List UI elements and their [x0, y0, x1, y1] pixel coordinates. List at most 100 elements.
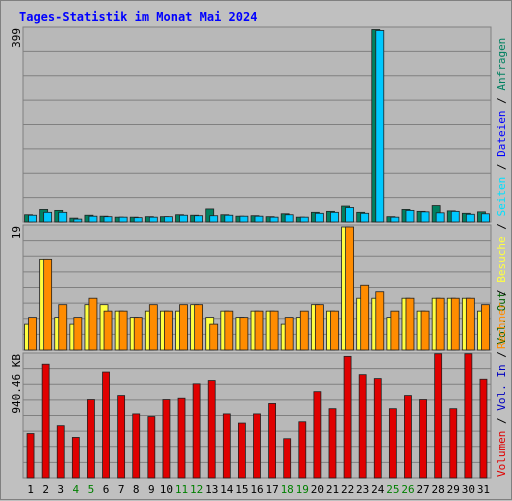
- x-tick-label: 11: [175, 483, 188, 496]
- bar-rechner-1: [28, 317, 37, 351]
- x-axis: 1 2 3 4 5 6 7 8 9 10 11 12 13 14 15 16 17 18 19 20 21 22 23 24 2…: [27, 483, 490, 496]
- bar-volumen-31: [479, 378, 488, 479]
- x-tick-label: 28: [432, 483, 445, 496]
- bar-dateien-10: [164, 216, 173, 223]
- bar-rechner-30: [465, 297, 475, 351]
- bar-rechner-23: [360, 284, 370, 351]
- bar-rechner-7: [118, 310, 128, 351]
- bar-dateien-15: [239, 215, 249, 223]
- bar-dateien-23: [360, 212, 370, 223]
- x-tick-label: 31: [477, 483, 490, 496]
- x-tick-label: 15: [235, 483, 248, 496]
- bar-rechner-22: [345, 226, 354, 351]
- bar-volumen-15: [238, 422, 246, 479]
- bar-rechner-8: [133, 317, 143, 351]
- bar-dateien-21: [330, 211, 339, 223]
- bar-rechner-17: [269, 310, 279, 351]
- bar-rechner-6: [103, 310, 113, 351]
- bar-rechner-11: [179, 304, 188, 351]
- y-max-label: 399: [10, 28, 23, 48]
- bar-volumen-29: [449, 408, 458, 479]
- bar-volumen-25: [388, 408, 397, 479]
- bar-dateien-9: [148, 216, 158, 223]
- bar-volumen-23: [358, 374, 367, 479]
- bar-rechner-12: [194, 304, 204, 351]
- legend-entry: Volumen: [495, 431, 508, 477]
- x-tick-label: 27: [416, 483, 429, 496]
- bar-volumen-17: [268, 403, 276, 479]
- x-tick-label: 2: [42, 483, 49, 496]
- x-tick-label: 14: [220, 483, 234, 496]
- bar-rechner-20: [314, 304, 324, 351]
- x-tick-label: 24: [371, 483, 385, 496]
- bar-rechner-13: [209, 323, 219, 351]
- bar-dateien-11: [179, 214, 188, 223]
- bar-rechner-19: [299, 310, 309, 351]
- bar-dateien-7: [118, 216, 128, 223]
- bar-volumen-12: [192, 383, 201, 479]
- x-tick-label: 20: [311, 483, 324, 496]
- x-tick-label: 30: [462, 483, 475, 496]
- bar-volumen-26: [404, 395, 412, 479]
- legend-entry: Vol. Out: [495, 292, 508, 345]
- bar-rechner-2: [43, 258, 53, 351]
- bar-rechner-14: [224, 310, 234, 351]
- bar-rechner-27: [420, 310, 430, 351]
- bar-rechner-29: [450, 297, 460, 351]
- x-tick-label: 29: [447, 483, 460, 496]
- x-tick-label: 19: [296, 483, 309, 496]
- bar-dateien-25: [390, 216, 400, 223]
- bar-rechner-26: [405, 297, 415, 351]
- x-tick-label: 9: [148, 483, 155, 496]
- bar-dateien-19: [299, 216, 309, 223]
- bar-dateien-4: [73, 218, 83, 223]
- x-tick-label: 1: [27, 483, 34, 496]
- x-tick-label: 22: [341, 483, 354, 496]
- bar-volumen-19: [298, 421, 307, 479]
- bar-rechner-28: [435, 297, 445, 351]
- bar-volumen-7: [117, 395, 126, 479]
- bar-dateien-29: [450, 210, 460, 223]
- x-tick-label: 17: [265, 483, 278, 496]
- bar-volumen-1: [26, 433, 35, 479]
- bar-rechner-10: [164, 310, 173, 351]
- legend-top-panels: Rechner / Besuche / Seiten / Dateien / A…: [495, 38, 508, 349]
- bar-volumen-6: [102, 371, 110, 479]
- legend-entry: Dateien: [495, 111, 508, 157]
- bar-rechner-4: [73, 317, 83, 351]
- x-tick-label: 3: [57, 483, 64, 496]
- x-tick-label: 5: [88, 483, 95, 496]
- bar-rechner-16: [254, 310, 264, 351]
- bar-dateien-3: [58, 211, 68, 223]
- legend-entry: Anfragen: [495, 38, 508, 91]
- x-tick-label: 18: [281, 483, 294, 496]
- bar-volumen-20: [313, 391, 322, 479]
- bar-volumen-18: [283, 438, 292, 479]
- bar-dateien-6: [103, 216, 113, 223]
- chart-title: Tages-Statistik im Monat Mai 2024: [19, 10, 257, 24]
- bar-volumen-5: [87, 399, 95, 479]
- legend-entry: Seiten: [495, 177, 508, 217]
- bar-volumen-10: [162, 399, 171, 479]
- bar-rechner-9: [148, 304, 158, 351]
- bar-volumen-27: [419, 399, 427, 479]
- x-tick-label: 23: [356, 483, 369, 496]
- bar-rechner-24: [375, 291, 385, 351]
- bar-volumen-13: [207, 380, 216, 479]
- x-tick-label: 12: [190, 483, 203, 496]
- bar-dateien-8: [133, 217, 143, 223]
- bar-volumen-11: [177, 397, 186, 479]
- bar-dateien-20: [314, 212, 324, 223]
- x-tick-label: 26: [401, 483, 414, 496]
- bar-dateien-22: [345, 207, 354, 223]
- bar-volumen-21: [328, 408, 337, 479]
- legend-entry: Besuche: [495, 236, 508, 282]
- legend-entry: Vol. In: [495, 364, 508, 410]
- bar-dateien-14: [224, 214, 234, 223]
- bar-rechner-5: [88, 297, 98, 351]
- bar-volumen-30: [464, 353, 473, 479]
- panel-anfragen-dateien: 399: [10, 26, 492, 223]
- bar-dateien-31: [481, 213, 490, 223]
- x-tick-label: 7: [118, 483, 125, 496]
